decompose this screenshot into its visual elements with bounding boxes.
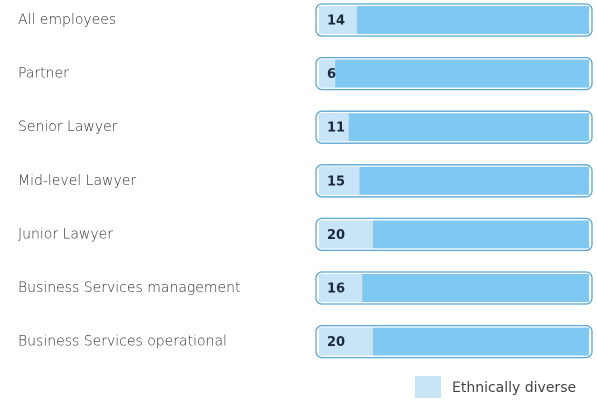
value-label: 16 — [327, 282, 345, 297]
category-label: Partner — [18, 66, 69, 82]
bar — [319, 113, 349, 142]
category-label: Mid-level Lawyer — [18, 173, 136, 189]
category-label: Junior Lawyer — [18, 226, 113, 242]
category-label: Business Services operational — [18, 334, 227, 350]
bar — [319, 6, 357, 34]
value-label: 20 — [327, 335, 345, 350]
category-label: Senior Lawyer — [18, 119, 118, 135]
bar-rest — [319, 166, 589, 195]
value-label: 6 — [327, 67, 336, 82]
category-label: Business Services management — [18, 280, 241, 296]
value-label: 15 — [327, 174, 345, 189]
bar — [319, 166, 360, 195]
value-label: 20 — [327, 228, 345, 243]
bar — [319, 220, 373, 249]
category-label: All employees — [18, 12, 116, 28]
bar-rest — [319, 59, 589, 88]
legend-label: Ethnically diverse — [452, 380, 576, 396]
value-label: 11 — [327, 121, 345, 136]
bar-rest — [319, 113, 589, 142]
bar — [319, 59, 336, 88]
bar — [319, 274, 363, 302]
bar-rest — [319, 274, 589, 302]
bar-rest — [319, 6, 589, 34]
value-label: 14 — [327, 14, 345, 29]
legend-swatch — [415, 376, 441, 398]
bar — [319, 327, 373, 356]
